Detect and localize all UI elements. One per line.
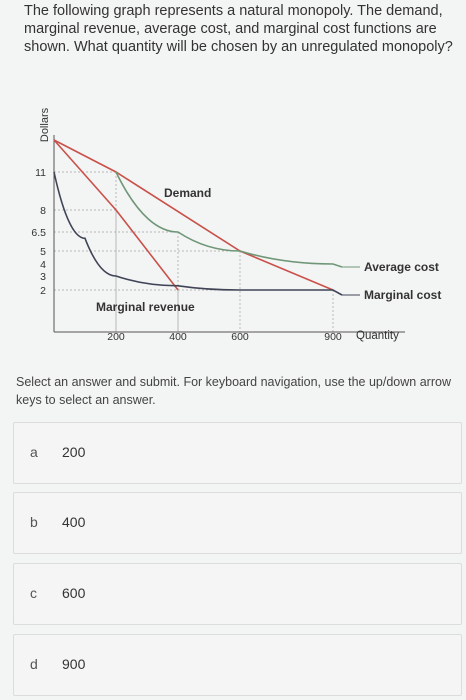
y-axis-label: Dollars xyxy=(39,107,51,142)
monopoly-chart: Dollars 11 8 6.5 543 2 200 400 600 900 Demand M… xyxy=(31,107,441,343)
y-tick-labels: 11 8 6.5 543 2 xyxy=(31,167,46,297)
y-tick-label: 5 xyxy=(40,246,46,258)
marginal-revenue-curve xyxy=(53,139,179,291)
y-tick-label: 6.5 xyxy=(31,227,46,239)
instructions-text: Select an answer and submit. For keyboar… xyxy=(16,375,451,407)
average-cost-curve xyxy=(115,171,343,268)
marginal-cost-curve xyxy=(53,171,343,296)
x-tick-label: 600 xyxy=(231,331,249,343)
y-tick-label: 4 xyxy=(40,259,46,271)
curves xyxy=(53,139,343,296)
question-text: The following graph represents a natural… xyxy=(24,3,453,55)
option-value: 200 xyxy=(62,444,86,460)
option-letter: d xyxy=(30,656,38,672)
x-axis-label: Quantity xyxy=(356,330,399,342)
option-value: 400 xyxy=(62,514,86,530)
y-tick-label: 3 xyxy=(40,271,46,283)
average-cost-label: Average cost xyxy=(364,260,439,274)
option-c[interactable]: c 600 xyxy=(13,563,462,625)
marginal-revenue-label: Marginal revenue xyxy=(96,300,195,314)
demand-label: Demand xyxy=(164,186,211,200)
x-tick-label: 400 xyxy=(169,331,187,343)
demand-curve xyxy=(53,139,334,291)
x-tick-labels: 200 400 600 900 xyxy=(107,331,342,343)
x-tick-label: 900 xyxy=(324,331,342,343)
y-tick-label: 8 xyxy=(40,205,46,217)
option-value: 900 xyxy=(62,656,86,672)
option-value: 600 xyxy=(62,585,86,601)
option-b[interactable]: b 400 xyxy=(13,492,462,554)
option-d[interactable]: d 900 xyxy=(13,634,462,696)
option-letter: b xyxy=(30,514,38,530)
y-tick-label: 2 xyxy=(40,285,46,297)
option-a[interactable]: a 200 xyxy=(13,422,462,484)
y-tick-label: 11 xyxy=(35,167,46,179)
marginal-cost-label: Marginal cost xyxy=(364,288,441,302)
option-letter: a xyxy=(30,444,38,460)
x-tick-label: 200 xyxy=(107,331,125,343)
option-letter: c xyxy=(30,585,37,601)
